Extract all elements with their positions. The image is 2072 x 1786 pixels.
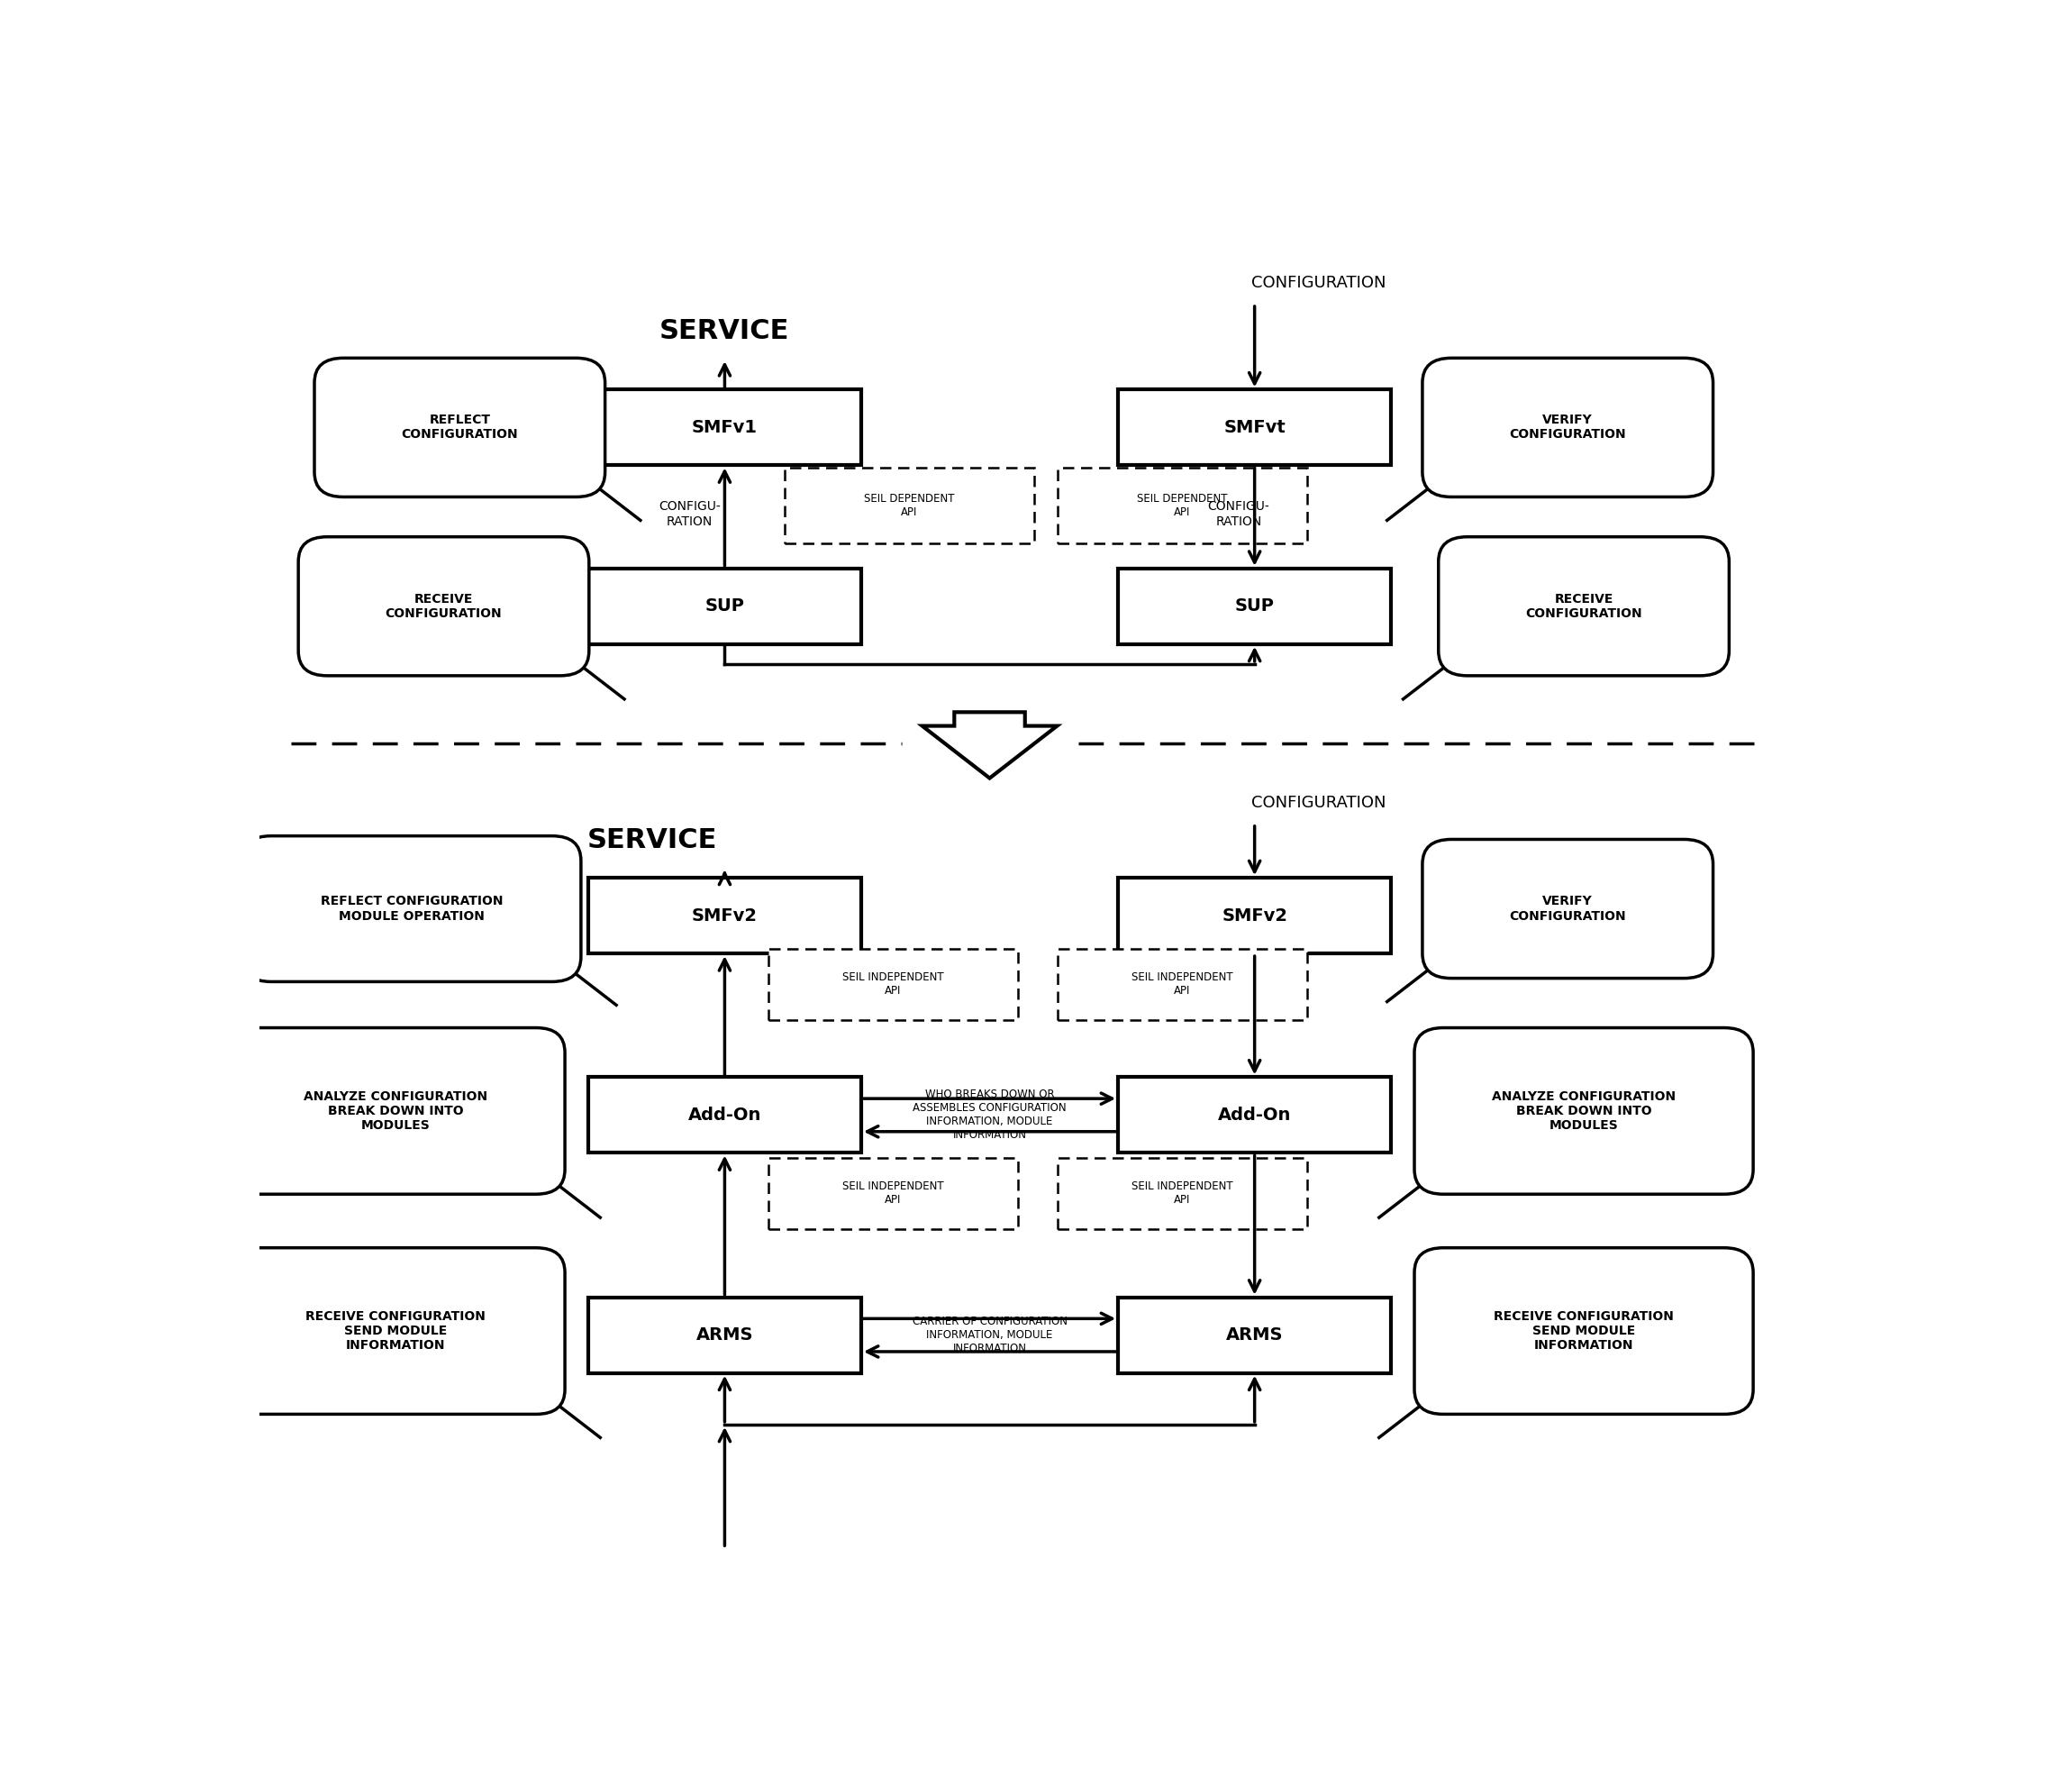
FancyBboxPatch shape	[785, 468, 1034, 543]
Text: SEIL INDEPENDENT
API: SEIL INDEPENDENT API	[1131, 1181, 1233, 1206]
Text: SERVICE: SERVICE	[586, 827, 717, 854]
Text: VERIFY
CONFIGURATION: VERIFY CONFIGURATION	[1508, 414, 1627, 441]
Text: SERVICE: SERVICE	[659, 318, 789, 345]
Text: SEIL INDEPENDENT
API: SEIL INDEPENDENT API	[843, 1181, 945, 1206]
Text: WHO BREAKS DOWN OR
ASSEMBLES CONFIGURATION
INFORMATION, MODULE
INFORMATION: WHO BREAKS DOWN OR ASSEMBLES CONFIGURATI…	[914, 1089, 1067, 1141]
Text: SMFvt: SMFvt	[1225, 420, 1285, 436]
Text: RECEIVE CONFIGURATION
SEND MODULE
INFORMATION: RECEIVE CONFIGURATION SEND MODULE INFORM…	[305, 1311, 485, 1352]
FancyBboxPatch shape	[1438, 538, 1730, 675]
Text: SMFv2: SMFv2	[692, 907, 758, 923]
Text: CONFIGURATION: CONFIGURATION	[1251, 275, 1386, 291]
Text: RECEIVE CONFIGURATION
SEND MODULE
INFORMATION: RECEIVE CONFIGURATION SEND MODULE INFORM…	[1494, 1311, 1674, 1352]
Text: SEIL DEPENDENT
API: SEIL DEPENDENT API	[1138, 493, 1227, 518]
Text: SUP: SUP	[704, 598, 744, 614]
FancyBboxPatch shape	[298, 538, 588, 675]
Text: SEIL INDEPENDENT
API: SEIL INDEPENDENT API	[1131, 972, 1233, 997]
FancyBboxPatch shape	[1421, 839, 1714, 979]
FancyBboxPatch shape	[588, 389, 862, 466]
Text: SMFv1: SMFv1	[692, 420, 758, 436]
Polygon shape	[922, 713, 1057, 779]
Text: CONFIGU-
RATION: CONFIGU- RATION	[659, 500, 721, 527]
FancyBboxPatch shape	[1059, 1157, 1307, 1229]
Text: SUP: SUP	[1235, 598, 1274, 614]
Text: SEIL INDEPENDENT
API: SEIL INDEPENDENT API	[843, 972, 945, 997]
Text: ARMS: ARMS	[696, 1327, 754, 1343]
FancyBboxPatch shape	[588, 879, 862, 954]
Text: ANALYZE CONFIGURATION
BREAK DOWN INTO
MODULES: ANALYZE CONFIGURATION BREAK DOWN INTO MO…	[305, 1089, 487, 1132]
FancyBboxPatch shape	[226, 1248, 566, 1415]
FancyBboxPatch shape	[1119, 568, 1390, 645]
FancyBboxPatch shape	[588, 568, 862, 645]
FancyBboxPatch shape	[1119, 879, 1390, 954]
FancyBboxPatch shape	[588, 1077, 862, 1154]
FancyBboxPatch shape	[242, 836, 580, 982]
Text: CONFIGU-
RATION: CONFIGU- RATION	[1208, 500, 1270, 527]
Text: Add-On: Add-On	[1218, 1107, 1291, 1123]
FancyBboxPatch shape	[1119, 389, 1390, 466]
Text: SEIL DEPENDENT
API: SEIL DEPENDENT API	[864, 493, 955, 518]
Text: REFLECT
CONFIGURATION: REFLECT CONFIGURATION	[402, 414, 518, 441]
FancyBboxPatch shape	[1421, 357, 1714, 497]
Text: ARMS: ARMS	[1227, 1327, 1283, 1343]
FancyBboxPatch shape	[1415, 1248, 1753, 1415]
FancyBboxPatch shape	[1059, 948, 1307, 1020]
Text: RECEIVE
CONFIGURATION: RECEIVE CONFIGURATION	[385, 593, 501, 620]
FancyBboxPatch shape	[1119, 1297, 1390, 1373]
Text: SMFv2: SMFv2	[1222, 907, 1287, 923]
FancyBboxPatch shape	[1059, 468, 1307, 543]
Text: CARRIER OF CONFIGURATION
INFORMATION, MODULE
INFORMATION: CARRIER OF CONFIGURATION INFORMATION, MO…	[912, 1316, 1067, 1354]
Text: Add-On: Add-On	[688, 1107, 760, 1123]
FancyBboxPatch shape	[769, 1157, 1017, 1229]
FancyBboxPatch shape	[315, 357, 605, 497]
FancyBboxPatch shape	[1119, 1077, 1390, 1154]
Text: RECEIVE
CONFIGURATION: RECEIVE CONFIGURATION	[1525, 593, 1643, 620]
FancyBboxPatch shape	[588, 1297, 862, 1373]
Text: VERIFY
CONFIGURATION: VERIFY CONFIGURATION	[1508, 895, 1627, 922]
FancyBboxPatch shape	[769, 948, 1017, 1020]
FancyBboxPatch shape	[226, 1027, 566, 1195]
Text: CONFIGURATION: CONFIGURATION	[1251, 795, 1386, 811]
FancyBboxPatch shape	[1415, 1027, 1753, 1195]
Text: REFLECT CONFIGURATION
MODULE OPERATION: REFLECT CONFIGURATION MODULE OPERATION	[321, 895, 503, 922]
Text: ANALYZE CONFIGURATION
BREAK DOWN INTO
MODULES: ANALYZE CONFIGURATION BREAK DOWN INTO MO…	[1492, 1089, 1676, 1132]
